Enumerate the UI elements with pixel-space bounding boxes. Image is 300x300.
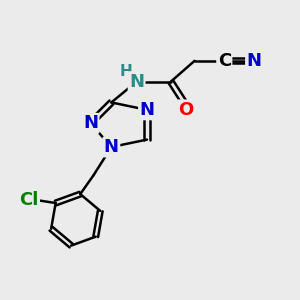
Text: N: N <box>247 52 262 70</box>
Text: O: O <box>178 101 193 119</box>
Text: C: C <box>218 52 231 70</box>
Text: N: N <box>129 73 144 91</box>
Text: Cl: Cl <box>19 191 39 209</box>
Text: N: N <box>140 101 154 119</box>
Text: H: H <box>120 64 133 79</box>
Text: N: N <box>83 114 98 132</box>
Text: N: N <box>104 138 119 156</box>
